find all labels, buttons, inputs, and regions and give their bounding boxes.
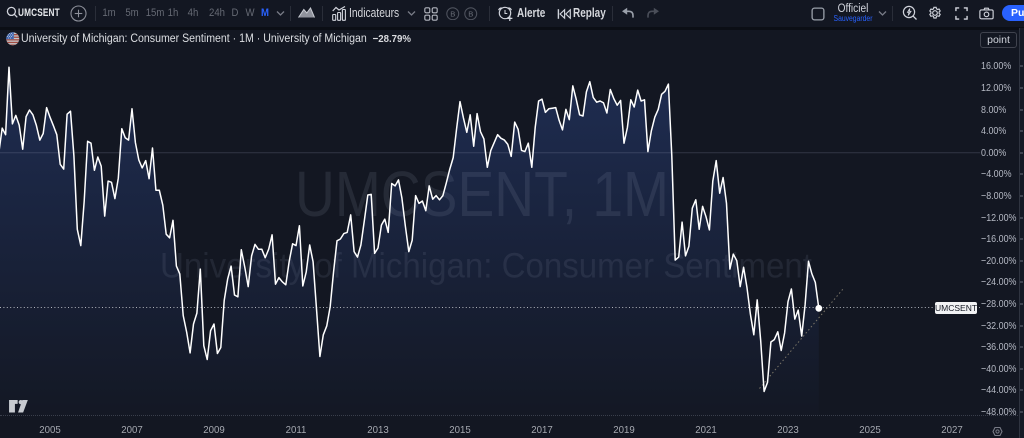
svg-text:B: B — [468, 9, 473, 18]
svg-text:UMCSENT, 1M: UMCSENT, 1M — [295, 158, 669, 230]
svg-text:B: B — [450, 9, 455, 18]
svg-text:University of Michigan: Consum: University of Michigan: Consumer Sentime… — [160, 247, 812, 286]
